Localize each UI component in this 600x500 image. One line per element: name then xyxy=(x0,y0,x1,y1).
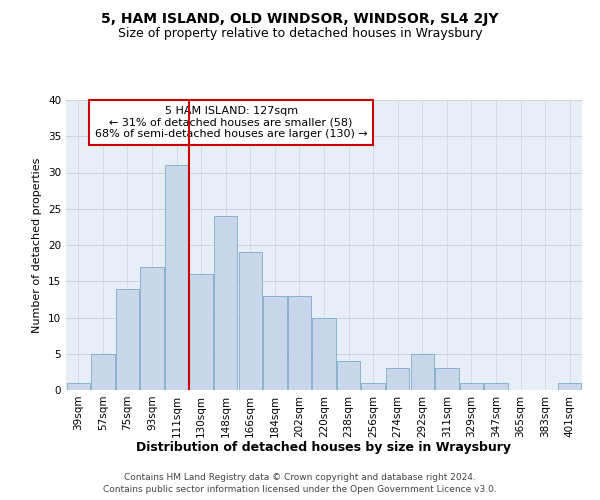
Y-axis label: Number of detached properties: Number of detached properties xyxy=(32,158,43,332)
Bar xyxy=(435,368,458,390)
Bar xyxy=(190,274,213,390)
Bar xyxy=(239,252,262,390)
Text: 5 HAM ISLAND: 127sqm
← 31% of detached houses are smaller (58)
68% of semi-detac: 5 HAM ISLAND: 127sqm ← 31% of detached h… xyxy=(95,106,367,139)
Text: Size of property relative to detached houses in Wraysbury: Size of property relative to detached ho… xyxy=(118,28,482,40)
Bar xyxy=(140,267,164,390)
Bar xyxy=(460,383,483,390)
Bar xyxy=(67,383,90,390)
Bar xyxy=(361,383,385,390)
Bar xyxy=(116,288,139,390)
Bar xyxy=(337,361,360,390)
Bar xyxy=(263,296,287,390)
Bar xyxy=(91,354,115,390)
Bar xyxy=(313,318,335,390)
Bar xyxy=(214,216,238,390)
Text: 5, HAM ISLAND, OLD WINDSOR, WINDSOR, SL4 2JY: 5, HAM ISLAND, OLD WINDSOR, WINDSOR, SL4… xyxy=(101,12,499,26)
Bar xyxy=(165,165,188,390)
Bar xyxy=(484,383,508,390)
Bar xyxy=(410,354,434,390)
Text: Distribution of detached houses by size in Wraysbury: Distribution of detached houses by size … xyxy=(137,441,511,454)
Bar xyxy=(558,383,581,390)
Text: Contains HM Land Registry data © Crown copyright and database right 2024.: Contains HM Land Registry data © Crown c… xyxy=(124,473,476,482)
Bar xyxy=(386,368,409,390)
Bar xyxy=(288,296,311,390)
Text: Contains public sector information licensed under the Open Government Licence v3: Contains public sector information licen… xyxy=(103,484,497,494)
